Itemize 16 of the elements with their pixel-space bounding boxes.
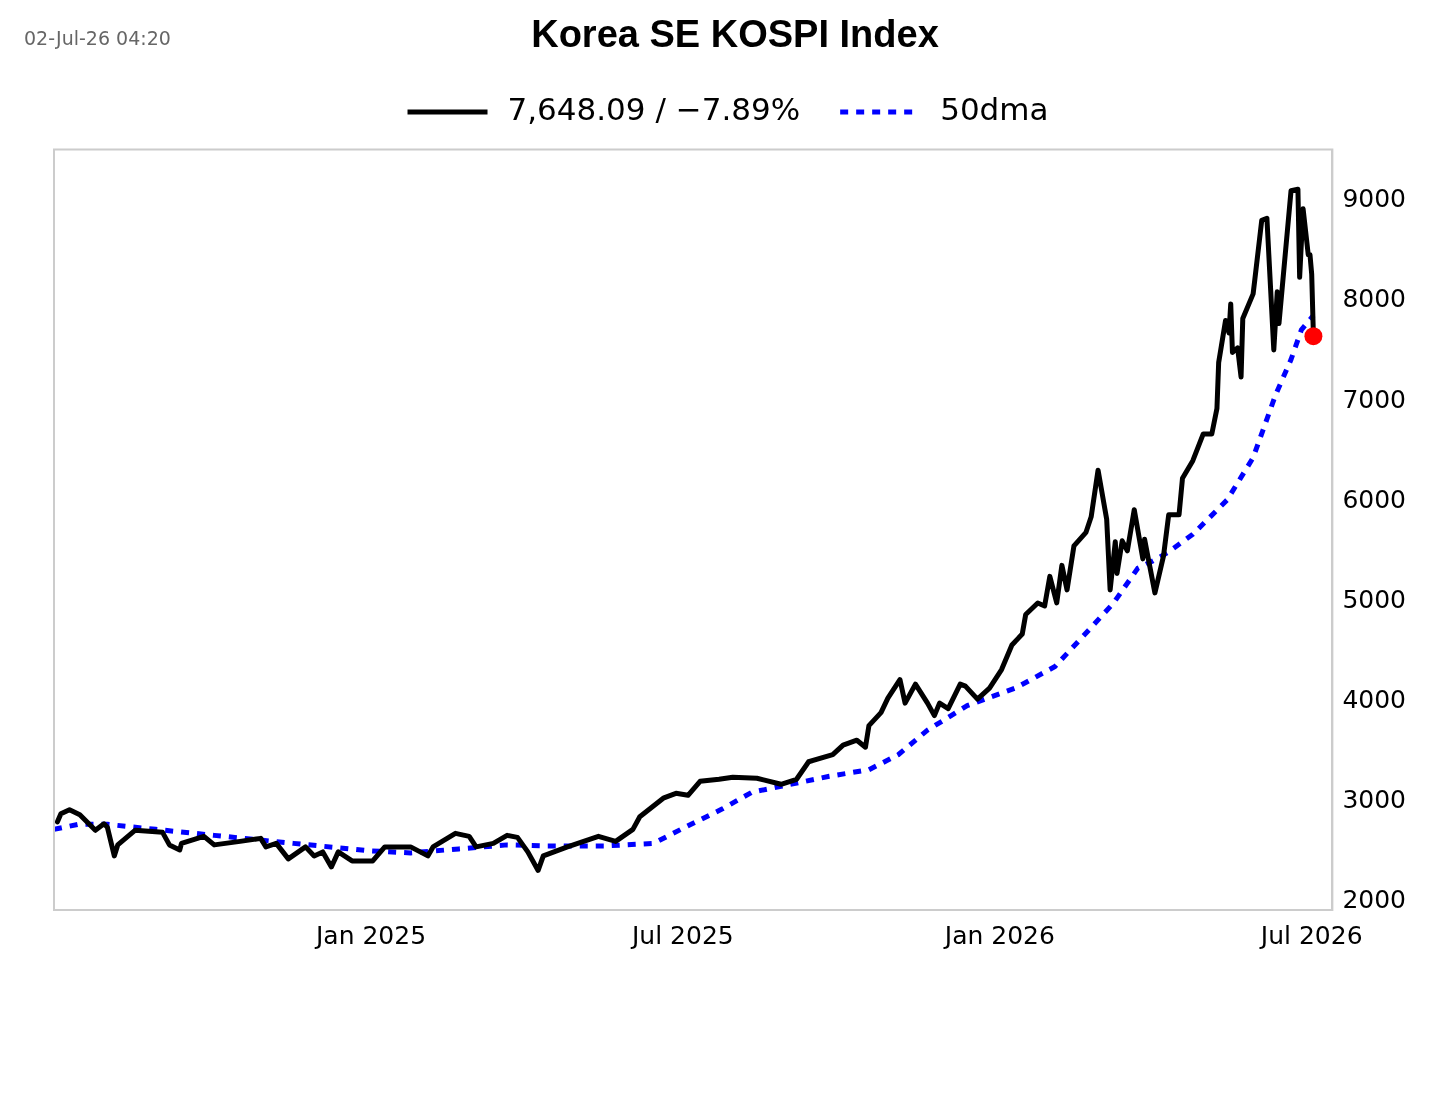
y-tick-label: 2000 xyxy=(1342,885,1406,915)
legend-label: 7,648.09 / −7.89% xyxy=(507,91,801,128)
x-tick-label: Jan 2026 xyxy=(942,920,1055,950)
x-tick-label: Jul 2026 xyxy=(1258,920,1363,950)
y-tick-label: 9000 xyxy=(1342,184,1406,214)
x-tick-label: Jan 2025 xyxy=(313,920,427,950)
y-tick-label: 6000 xyxy=(1342,484,1406,514)
text: 02-Jul-26 04:20 xyxy=(24,26,171,49)
y-tick-label: 7000 xyxy=(1342,384,1406,414)
chart-title: Korea SE KOSPI Index xyxy=(531,13,939,56)
x-tick-label: Jul 2025 xyxy=(629,920,734,950)
legend-label: 50dma xyxy=(940,91,1049,128)
y-tick-label: 3000 xyxy=(1342,785,1406,815)
y-tick-label: 4000 xyxy=(1342,685,1406,715)
y-tick-label: 8000 xyxy=(1342,284,1406,314)
y-tick-label: 5000 xyxy=(1342,584,1406,614)
